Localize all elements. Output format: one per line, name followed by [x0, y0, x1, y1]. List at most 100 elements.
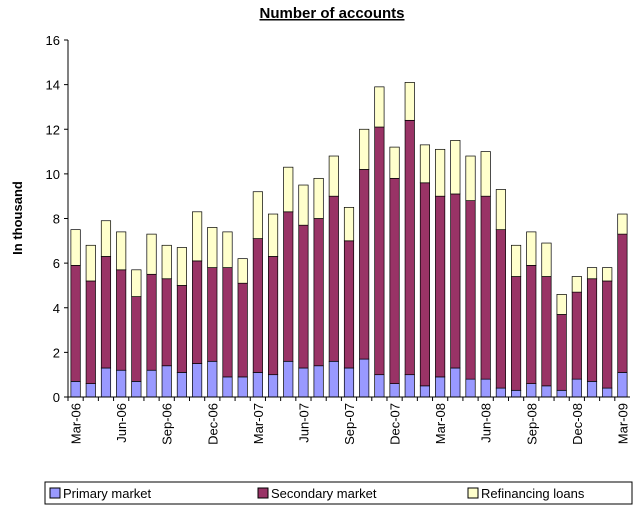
- bar-segment: [465, 378, 476, 398]
- bar-segment: [541, 385, 552, 398]
- bar-segment: [359, 128, 370, 170]
- x-tick-label: Sep-07: [342, 403, 357, 445]
- bar-segment: [85, 244, 96, 282]
- bar-segment: [207, 360, 218, 398]
- bar-segment: [389, 177, 400, 384]
- legend-label: Primary market: [63, 486, 152, 501]
- bar-segment: [328, 360, 339, 398]
- y-tick-label: 4: [53, 301, 60, 316]
- bar-segment: [435, 148, 446, 197]
- y-tick-label: 6: [53, 256, 60, 271]
- bar-segment: [511, 389, 522, 398]
- x-tick-label: Mar-07: [251, 403, 266, 444]
- bar-segment: [192, 363, 203, 398]
- x-tick-label: Dec-08: [570, 403, 585, 445]
- bar-segment: [131, 269, 142, 297]
- bar-segment: [419, 144, 431, 184]
- bar-segment: [100, 220, 112, 257]
- bar-segment: [313, 218, 324, 367]
- x-tick-label: Sep-06: [160, 403, 175, 445]
- legend-label: Refinancing loans: [481, 486, 585, 501]
- y-tick-label: 10: [46, 167, 60, 182]
- bar-segment: [465, 200, 476, 380]
- bar-segment: [389, 146, 400, 179]
- bar-segment: [116, 269, 127, 371]
- bar-segment: [176, 285, 187, 373]
- bar-segment: [359, 169, 370, 360]
- bar-segment: [602, 387, 613, 398]
- y-tick-label: 8: [53, 212, 60, 227]
- bar-segment: [495, 229, 506, 389]
- bar-segment: [267, 213, 279, 257]
- bar-segment: [85, 383, 96, 398]
- bar-segment: [313, 365, 324, 398]
- legend-swatch: [49, 487, 61, 499]
- bar-segment: [298, 224, 309, 369]
- bar-segment: [298, 367, 309, 398]
- bar-segment: [192, 211, 203, 262]
- bar-segment: [161, 244, 172, 280]
- legend-swatch: [467, 487, 479, 499]
- bar-segment: [541, 276, 552, 387]
- bar-segment: [161, 365, 172, 398]
- bar-segment: [556, 314, 567, 391]
- bar-segment: [404, 374, 415, 398]
- bar-segment: [131, 381, 142, 398]
- bar-segment: [70, 229, 81, 266]
- x-tick-label: Jun-07: [296, 403, 311, 443]
- legend-label: Secondary market: [271, 486, 377, 501]
- bar-segment: [480, 195, 491, 380]
- bar-segment: [237, 258, 248, 284]
- bar-segment: [480, 378, 491, 398]
- x-tick-label: Jun-06: [114, 403, 129, 443]
- bar-segment: [419, 182, 431, 387]
- x-tick-label: Sep-08: [524, 403, 539, 445]
- x-tick-label: Mar-06: [69, 403, 84, 444]
- bar-segment: [222, 376, 233, 398]
- legend-swatch: [257, 487, 269, 499]
- bar-segment: [267, 256, 279, 376]
- bar-segment: [222, 267, 233, 378]
- bar-segment: [283, 166, 294, 213]
- bar-segment: [298, 184, 309, 226]
- bar-segment: [283, 211, 294, 362]
- bar-segment: [207, 267, 218, 362]
- bar-segment: [237, 282, 248, 378]
- x-tick-label: Mar-08: [433, 403, 448, 444]
- x-tick-label: Mar-09: [615, 403, 630, 444]
- chart-title: Number of accounts: [259, 5, 404, 22]
- bar-segment: [556, 389, 567, 398]
- bar-segment: [252, 238, 263, 373]
- bar-segment: [389, 383, 400, 398]
- bar-segment: [192, 260, 203, 364]
- legend-box: [44, 481, 633, 505]
- bar-segment: [586, 381, 598, 398]
- bar-segment: [556, 294, 567, 315]
- bar-segment: [374, 374, 385, 398]
- bar-segment: [450, 140, 461, 195]
- bar-segment: [617, 233, 628, 373]
- bar-segment: [70, 265, 81, 382]
- bar-segment: [343, 206, 355, 242]
- bar-segment: [237, 376, 248, 398]
- bar-segment: [343, 367, 355, 398]
- bar-segment: [313, 177, 324, 219]
- bar-segment: [176, 247, 187, 286]
- x-tick-label: Jun-08: [479, 403, 494, 443]
- bar-segment: [526, 265, 537, 384]
- bar-segment: [526, 383, 537, 398]
- bar-segment: [435, 195, 446, 378]
- bar-segment: [571, 276, 582, 293]
- bar-segment: [100, 256, 112, 369]
- bar-segment: [328, 195, 339, 362]
- bar-segment: [70, 381, 81, 398]
- bar-segment: [252, 372, 263, 398]
- bar-segment: [404, 119, 415, 376]
- bar-segment: [617, 213, 628, 235]
- x-tick-label: Dec-07: [388, 403, 403, 445]
- bar-segment: [450, 193, 461, 369]
- bar-segment: [222, 231, 233, 268]
- y-tick-label: 16: [46, 33, 60, 48]
